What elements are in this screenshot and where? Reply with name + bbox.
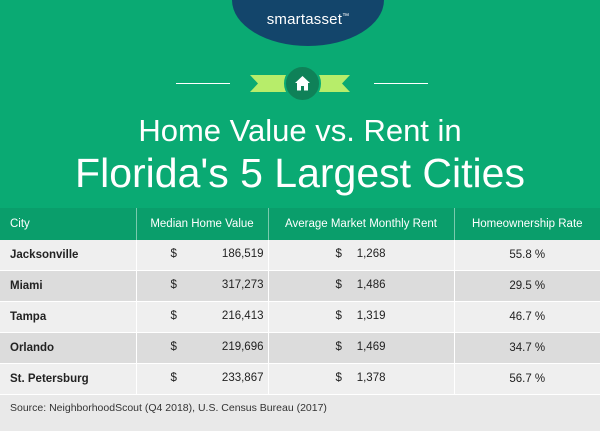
median-home-value: 233,867 [221,372,264,384]
city-cell: Jacksonville [0,240,137,271]
median-home-value: 219,696 [221,341,264,353]
house-icon [295,76,310,91]
homeownership-rate-cell: 56.7 % [454,363,600,395]
monthly-rent-cell: $ 1,319 [268,301,455,333]
monthly-rent-value: 1,469 [356,341,386,353]
divider-right [374,83,428,84]
city-cell: Miami [0,270,137,302]
table-row: Jacksonville $ 186,519 $ 1,268 55.8 % [0,240,600,271]
currency-symbol: $ [170,372,177,384]
median-home-value-cell: $ 186,519 [136,240,269,271]
homeownership-rate-cell: 55.8 % [454,240,600,271]
currency-symbol: $ [335,372,342,384]
divider-left [176,83,230,84]
median-home-value-cell: $ 233,867 [136,363,269,395]
homeownership-rate-cell: 34.7 % [454,332,600,364]
homeownership-rate-cell: 46.7 % [454,301,600,333]
monthly-rent-cell: $ 1,469 [268,332,455,364]
currency-symbol: $ [170,310,177,322]
monthly-rent-value: 1,378 [356,372,386,384]
monthly-rent-value: 1,268 [356,248,386,260]
house-badge [284,65,321,102]
median-home-value: 317,273 [221,279,264,291]
currency-symbol: $ [335,341,342,353]
table-row: Orlando $ 219,696 $ 1,469 34.7 % [0,332,600,364]
column-header-average-market-monthly-rent: Average Market Monthly Rent [268,208,455,240]
brand-name: smartasset [266,11,343,28]
median-home-value-cell: $ 317,273 [136,270,269,302]
title-line-1: Home Value vs. Rent in [138,113,462,148]
currency-symbol: $ [335,248,342,260]
table-row: Tampa $ 216,413 $ 1,319 46.7 % [0,301,600,333]
city-cell: Orlando [0,332,137,364]
median-home-value: 216,413 [221,310,264,322]
table-row: Miami $ 317,273 $ 1,486 29.5 % [0,270,600,302]
homeownership-rate-cell: 29.5 % [454,270,600,302]
monthly-rent-cell: $ 1,486 [268,270,455,302]
median-home-value: 186,519 [221,248,264,260]
median-home-value-cell: $ 216,413 [136,301,269,333]
title-line-2: Florida's 5 Largest Cities [75,150,525,196]
monthly-rent-cell: $ 1,268 [268,240,455,271]
column-header-median-home-value: Median Home Value [136,208,269,240]
monthly-rent-cell: $ 1,378 [268,363,455,395]
city-cell: St. Petersburg [0,363,137,395]
monthly-rent-value: 1,486 [356,279,386,291]
currency-symbol: $ [335,279,342,291]
column-header-city: City [0,208,137,240]
brand-logo: smartasset™ [232,11,384,28]
trademark-mark: ™ [342,13,350,20]
monthly-rent-value: 1,319 [356,310,386,322]
currency-symbol: $ [170,279,177,291]
city-cell: Tampa [0,301,137,333]
column-header-homeownership-rate: Homeownership Rate [454,208,600,240]
table-header-row: City Median Home Value Average Market Mo… [0,208,600,240]
currency-symbol: $ [170,248,177,260]
median-home-value-cell: $ 219,696 [136,332,269,364]
currency-symbol: $ [335,310,342,322]
table-row: St. Petersburg $ 233,867 $ 1,378 56.7 % [0,363,600,395]
data-table: City Median Home Value Average Market Mo… [0,208,600,395]
source-note: Source: NeighborhoodScout (Q4 2018), U.S… [10,402,327,414]
currency-symbol: $ [170,341,177,353]
header-banner: smartasset™ Home Value vs. Rent in Flori… [0,0,600,208]
